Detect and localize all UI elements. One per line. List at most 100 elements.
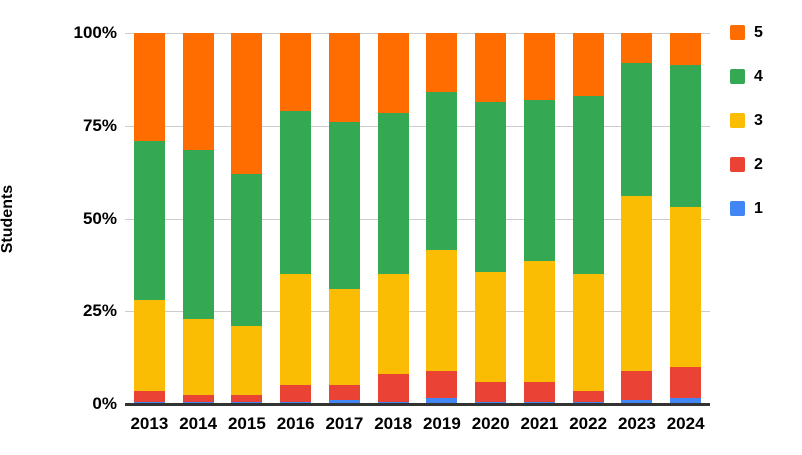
bar-column-2015 [223,33,272,404]
bar-segment-2024-score-5[interactable] [670,33,702,65]
legend-item-1: 1 [730,200,763,217]
x-axis-label-2017: 2017 [325,414,364,433]
gridline-75% [125,125,710,127]
y-tick-label: 75% [82,115,117,135]
x-axis-label-2015: 2015 [227,414,266,433]
y-tick-label: 0% [92,394,117,413]
legend-swatch-3 [730,113,745,128]
bar-2016[interactable] [280,33,312,404]
bar-column-2020 [466,33,515,404]
bar-segment-2014-score-2[interactable] [182,394,214,403]
legend-label-5: 5 [754,23,763,41]
bar-2019[interactable] [426,33,458,404]
bar-segment-2022-score-4[interactable] [572,96,604,275]
y-tick-label: 100% [73,23,117,42]
bar-2014[interactable] [182,33,214,404]
x-axis-line [125,403,710,406]
bar-segment-2016-score-2[interactable] [280,385,312,403]
bar-segment-2024-score-1[interactable] [670,398,702,404]
legend-swatch-4 [730,69,745,84]
legend: 5 4 3 2 1 [730,23,763,245]
x-axis-label-2020: 2020 [471,414,510,433]
x-axis-labels: 2013 2014 2015 2016 2017 2018 2019 2020 2021 2022… [125,414,710,434]
bar-column-2019 [418,33,467,404]
bar-2022[interactable] [572,33,604,404]
bar-segment-2015-score-3[interactable] [231,326,263,395]
bar-segment-2013-score-2[interactable] [133,390,165,403]
x-axis-label-2016: 2016 [276,414,315,433]
bar-segment-2020-score-2[interactable] [475,381,507,403]
bar-segment-2023-score-3[interactable] [621,196,653,371]
legend-item-2: 2 [730,155,763,173]
bar-column-2022 [564,33,613,404]
bar-segment-2016-score-5[interactable] [280,33,312,111]
bar-2023[interactable] [621,33,653,404]
bar-segment-2022-score-2[interactable] [572,391,604,403]
bar-2024[interactable] [670,33,702,404]
x-axis-label-2021: 2021 [520,414,559,433]
bar-segment-2013-score-5[interactable] [133,33,165,141]
bar-segment-2022-score-5[interactable] [572,33,604,97]
bar-segment-2023-score-4[interactable] [621,62,653,197]
legend-item-3: 3 [730,111,763,129]
bar-segment-2020-score-3[interactable] [475,272,507,382]
bar-column-2017 [320,33,369,404]
bar-segment-2014-score-4[interactable] [182,149,214,319]
gridline-100% [125,33,710,34]
bar-2020[interactable] [475,33,507,404]
bar-segment-2018-score-4[interactable] [377,112,409,275]
bar-segment-2018-score-5[interactable] [377,33,409,113]
bar-segment-2021-score-5[interactable] [523,33,555,100]
bar-segment-2023-score-5[interactable] [621,33,653,63]
bar-segment-2023-score-2[interactable] [621,370,653,401]
bar-segment-2018-score-2[interactable] [377,374,409,403]
bar-segment-2015-score-4[interactable] [231,173,263,327]
bar-segment-2020-score-5[interactable] [475,33,507,102]
x-axis-label-2013: 2013 [130,414,169,433]
bar-segment-2017-score-3[interactable] [328,288,360,386]
bar-segment-2013-score-4[interactable] [133,140,165,301]
bar-segment-2017-score-5[interactable] [328,33,360,123]
bar-2017[interactable] [328,33,360,404]
bar-segment-2013-score-3[interactable] [133,300,165,391]
bar-segment-2024-score-3[interactable] [670,207,702,367]
legend-label-2: 2 [754,155,763,173]
bar-segment-2014-score-5[interactable] [182,33,214,150]
bar-segment-2019-score-5[interactable] [426,33,458,93]
y-axis-ticks: 100% 75% 50% 25% 0% [0,23,117,413]
bar-segment-2017-score-1[interactable] [328,400,360,404]
bar-column-2021 [515,33,564,404]
bar-2021[interactable] [523,33,555,404]
gridline-50% [125,218,710,220]
bar-segment-2021-score-3[interactable] [523,261,555,382]
bar-segment-2021-score-4[interactable] [523,99,555,262]
bar-segment-2017-score-4[interactable] [328,122,360,289]
legend-label-3: 3 [754,111,763,129]
bar-2013[interactable] [133,33,165,404]
legend-swatch-2 [730,157,745,172]
bar-segment-2019-score-2[interactable] [426,370,458,399]
bar-2015[interactable] [231,33,263,404]
bar-column-2024 [661,33,710,404]
bar-segment-2017-score-2[interactable] [328,385,360,401]
bar-segment-2016-score-3[interactable] [280,274,312,386]
bar-segment-2020-score-4[interactable] [475,101,507,273]
bar-column-2014 [174,33,223,404]
bar-segment-2024-score-2[interactable] [670,366,702,399]
bar-segment-2019-score-4[interactable] [426,92,458,251]
bar-segment-2018-score-3[interactable] [377,274,409,375]
bar-segment-2022-score-3[interactable] [572,274,604,391]
bar-segment-2014-score-3[interactable] [182,318,214,395]
gridline-25% [125,311,710,313]
bar-segment-2015-score-5[interactable] [231,33,263,174]
bar-segment-2016-score-4[interactable] [280,110,312,275]
bar-column-2023 [613,33,662,404]
bar-segment-2015-score-2[interactable] [231,394,263,403]
bar-segment-2021-score-2[interactable] [523,381,555,403]
bar-segment-2023-score-1[interactable] [621,400,653,404]
bar-2018[interactable] [377,33,409,404]
bar-segment-2024-score-4[interactable] [670,64,702,208]
bar-column-2018 [369,33,418,404]
bar-segment-2019-score-3[interactable] [426,250,458,371]
bar-segment-2019-score-1[interactable] [426,398,458,404]
